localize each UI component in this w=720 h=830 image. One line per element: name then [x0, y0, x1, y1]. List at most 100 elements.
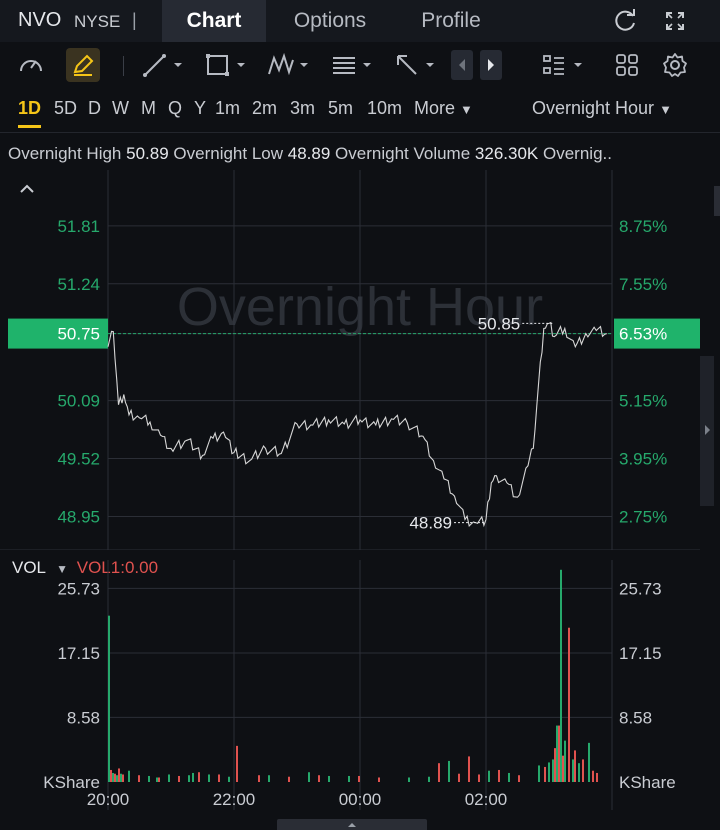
volume-bar-up — [548, 762, 550, 782]
fullscreen-icon[interactable] — [660, 6, 690, 36]
price-tick-label: 49.52 — [57, 450, 100, 469]
volume-bar-up — [308, 772, 310, 782]
volume-bar-down — [568, 627, 570, 782]
scroll-right-button[interactable] — [480, 50, 502, 80]
expand-right-icon[interactable] — [703, 424, 712, 436]
volume-bar-down — [544, 766, 546, 782]
volume-bar-up — [192, 772, 194, 782]
timeframe-1m[interactable]: 1m — [215, 98, 241, 118]
volume-bar-down — [518, 775, 520, 782]
timeframe-3m[interactable]: 3m — [290, 98, 316, 118]
volume-unit-label: KShare — [43, 773, 100, 792]
percent-tick-label: 8.75% — [619, 217, 667, 236]
volume-bar-up — [538, 765, 540, 782]
gear-icon[interactable] — [660, 50, 690, 80]
pattern-icon[interactable] — [266, 50, 314, 80]
collapse-chevron-icon[interactable] — [18, 182, 36, 196]
pen-icon — [73, 54, 94, 76]
layout-icon[interactable] — [612, 50, 642, 80]
volume-bar-up — [188, 775, 190, 782]
refresh-icon[interactable] — [610, 6, 640, 36]
timeframe-d[interactable]: D — [88, 98, 101, 118]
volume-bar-down — [118, 768, 120, 782]
volume-bar-up — [488, 770, 490, 782]
volume-chart[interactable]: 25.73 25.73 17.15 17.15 8.58 8.58 KShare KShare — [0, 560, 720, 810]
volume-bar-down — [438, 763, 440, 782]
volume-bar-down — [596, 772, 598, 782]
trendline-icon[interactable] — [140, 50, 188, 80]
volume-label: Overnight Volume — [335, 144, 471, 163]
scroll-left-icon — [459, 59, 465, 71]
current-price-badge — [8, 318, 108, 349]
timeframe-2m[interactable]: 2m — [252, 98, 278, 118]
chevron-down-icon: ▼ — [56, 562, 69, 576]
timeframe-q[interactable]: Q — [168, 98, 183, 118]
low-label: Overnight Low — [173, 144, 284, 163]
rectangle-icon[interactable] — [203, 50, 251, 80]
timeframe-10m[interactable]: 10m — [367, 98, 403, 118]
volume-bar-down — [114, 773, 116, 782]
time-tick-label: 00:00 — [339, 790, 382, 809]
timeframe-1d[interactable]: 1D — [18, 98, 42, 128]
volume-bar-down — [592, 770, 594, 782]
volume-title: VOL — [12, 558, 46, 577]
price-tick-label: 50.09 — [57, 392, 100, 411]
time-axis: 20:00 22:00 00:00 02:00 — [87, 790, 508, 809]
volume-bar-down — [562, 755, 564, 782]
timeframe-y[interactable]: Y — [194, 98, 207, 118]
arrow-icon[interactable] — [392, 50, 440, 80]
volume-tick-label: 17.15 — [57, 644, 100, 663]
chevron-up-icon — [348, 823, 356, 827]
volume-bar-down — [458, 773, 460, 782]
price-grid — [0, 170, 700, 550]
volume-bar-up — [208, 774, 210, 782]
scroll-left-button[interactable] — [451, 50, 473, 80]
tab-profile-label: Profile — [421, 9, 481, 32]
annotation-label: 50.85 — [478, 314, 521, 333]
fib-icon[interactable] — [329, 50, 377, 80]
percent-tick-label: 3.95% — [619, 450, 667, 469]
indicators-icon[interactable] — [540, 50, 588, 80]
timeframe-5m[interactable]: 5m — [328, 98, 354, 118]
scrollbar[interactable] — [714, 186, 720, 216]
percent-tick-label: 2.75% — [619, 507, 667, 526]
current-percent-badge — [614, 318, 700, 349]
more-label: More — [414, 98, 456, 118]
price-axis-labels: 51.81 8.75% 51.24 7.55% 50.09 5.15% 49.52 3.95%… — [8, 217, 700, 526]
pen-tool-button[interactable] — [66, 48, 100, 82]
price-tick-label: 51.81 — [57, 217, 100, 236]
volume-bar-up — [120, 773, 122, 782]
volume-bar-down — [558, 725, 560, 782]
volume-header[interactable]: VOL ▼ VOL1:0.00 — [12, 558, 158, 578]
tab-profile[interactable]: Profile — [396, 0, 506, 42]
truncated-label: Overnig.. — [543, 144, 612, 163]
volume-bar-down — [138, 775, 140, 782]
timeframe-5d[interactable]: 5D — [54, 98, 78, 118]
price-chart[interactable]: Overnight Hour 51.81 8.75% 51.24 7.55% 50.09… — [0, 170, 720, 550]
bottom-drawer-handle[interactable] — [277, 819, 427, 830]
high-value: 50.89 — [126, 144, 169, 163]
price-series-line — [107, 321, 607, 528]
time-tick-label: 20:00 — [87, 790, 130, 809]
volume-bar-up — [560, 569, 562, 782]
volume-bar-down — [582, 759, 584, 782]
volume-bars — [108, 569, 598, 782]
volume-bar-up — [556, 725, 558, 782]
gauge-icon[interactable] — [16, 50, 46, 80]
timeframe-w[interactable]: W — [112, 98, 129, 118]
volume-bar-up — [228, 776, 230, 782]
volume-bar-down — [218, 774, 220, 782]
annotation-label: 48.89 — [409, 514, 452, 533]
tab-chart[interactable]: Chart — [162, 0, 266, 42]
tab-options[interactable]: Options — [272, 0, 388, 42]
volume-bar-up — [112, 772, 114, 782]
separator: | — [132, 10, 137, 30]
volume-bar-down — [178, 775, 180, 782]
timeframe-m[interactable]: M — [141, 98, 156, 118]
tab-chart-label: Chart — [186, 9, 242, 32]
more-dropdown[interactable]: More ▼ — [414, 98, 473, 119]
volume-bar-up — [348, 775, 350, 782]
tab-options-label: Options — [293, 9, 367, 32]
timeframe-bar: 1D 5D D W M Q Y 1m 2m 3m 5m 10m More ▼ O… — [0, 88, 720, 133]
session-dropdown[interactable]: Overnight Hour ▼ — [532, 98, 672, 119]
